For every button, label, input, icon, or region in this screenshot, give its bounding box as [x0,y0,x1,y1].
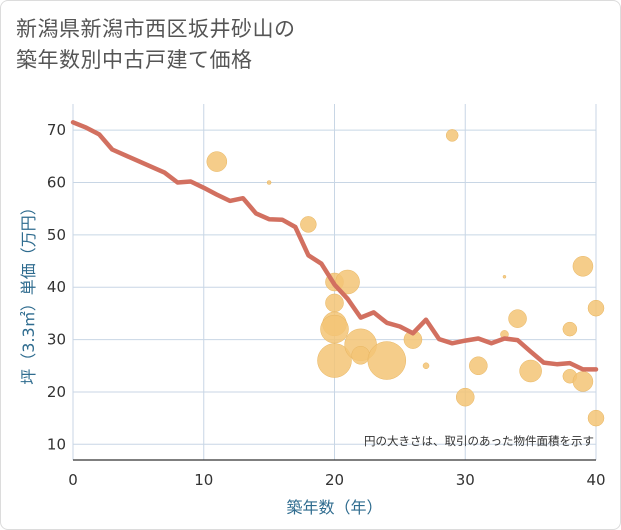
x-tick-label: 0 [68,471,78,489]
chart-title-line1: 新潟県新潟市西区坂井砂山の [16,17,296,41]
y-tick-label: 10 [47,435,66,453]
y-tick-label: 40 [47,278,66,296]
chart-title: 新潟県新潟市西区坂井砂山の 築年数別中古戸建て価格 [16,14,576,76]
bubble-point [320,314,349,344]
y-tick-label: 60 [47,174,66,192]
bubble-point [266,180,272,185]
bubble-size-note: 円の大きさは、取引のあった物件面積を示す [364,434,594,448]
bubble-point [587,409,605,427]
bubble-point [367,341,407,380]
x-tick-label: 30 [456,471,475,489]
bubble-point [572,256,594,277]
y-axis-title: 坪（3.3㎡）単価（万円） [19,199,38,384]
bubble-point [300,216,317,233]
y-tick-label: 30 [47,331,66,349]
bubble-point [508,309,527,328]
x-tick-label: 20 [325,471,344,489]
bubble-point [572,371,594,392]
bubble-point [325,293,344,313]
x-axis-title: 築年数（年） [286,498,382,517]
x-tick-label: 10 [194,471,213,489]
bubble-point [317,343,352,378]
bubble-point [587,299,605,317]
y-tick-label: 50 [47,226,66,244]
y-tick-label: 20 [47,383,66,401]
bubble-point [502,275,507,279]
chart-title-line2: 築年数別中古戸建て価格 [16,48,253,72]
bubble-point [422,362,430,370]
bubble-point [519,359,542,383]
bubble-point [445,129,459,142]
bubble-point [351,346,370,365]
trend-line [70,120,599,372]
bubble-point [562,321,578,337]
bubble-point [469,356,488,376]
bubble-point [206,151,228,172]
y-tick-label: 70 [47,121,66,139]
bubbles [206,129,605,427]
trend-line-group [70,120,599,372]
x-tick-label: 40 [586,471,605,489]
bubble-point [335,269,360,295]
bubble-point [456,387,475,407]
